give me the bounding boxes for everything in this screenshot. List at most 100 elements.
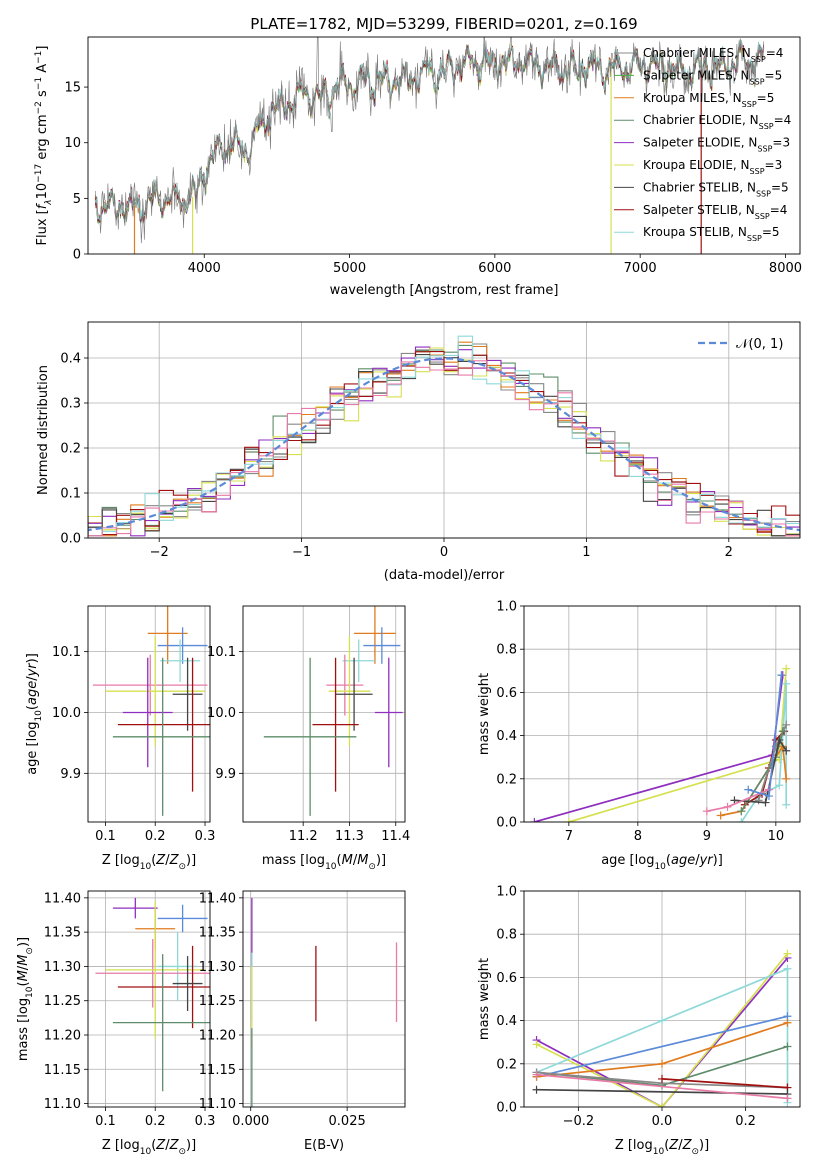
panel-mass_vs_ebv: 0.000 0.025 11.10 11.15 11.20 11.25 11.30 11.35… [199, 890, 406, 1153]
x-tick-label: 10 [768, 829, 785, 844]
mass_vs_Z-plot-area [95, 897, 210, 1092]
x-tick-label: 0.2 [145, 829, 166, 844]
weight-series [532, 1070, 792, 1103]
x-tick-label: 8000 [769, 261, 802, 276]
mass_vs_ebv-plot-area [251, 897, 398, 1107]
weight-marker [782, 664, 791, 673]
y-axis-label: mass weight [477, 958, 492, 1040]
legend-entry: Kroupa ELODIE, NSSP=3 [643, 158, 782, 176]
error-bar-point [95, 939, 210, 1008]
x-axis-label: Z [log10(Z/Z⊙)] [102, 853, 196, 872]
axes-frame [87, 890, 211, 1108]
y-tick-label: 0.4 [496, 1014, 517, 1029]
y-tick-label: 9.9 [60, 767, 81, 782]
legend-entry: 𝒩(0, 1) [736, 337, 783, 352]
y-tick-label: 0.0 [60, 532, 81, 547]
y-tick-label: 11.30 [44, 960, 81, 975]
y-tick-label: 10.0 [207, 706, 236, 721]
x-tick-label: 2 [725, 545, 733, 560]
error-bar-point [112, 657, 210, 816]
y-tick-label: 0.8 [496, 643, 517, 658]
x-axis-label: wavelength [Angstrom, rest frame] [330, 283, 559, 298]
weight-marker [783, 1094, 792, 1103]
weight-marker [782, 800, 791, 809]
y-tick-label: 9.9 [215, 767, 236, 782]
weight-marker [702, 807, 711, 816]
weight-line [536, 957, 789, 1107]
axes-frame [523, 890, 801, 1108]
age_vs_Z-plot-area [92, 606, 210, 816]
x-tick-label: 0.000 [232, 1114, 269, 1129]
age_vs_mass-plot-area [263, 606, 403, 816]
y-tick-label: 11.15 [199, 1063, 236, 1078]
legend-entry: Chabrier MILES, NSSP=4 [643, 46, 783, 64]
observed-spectrum-line [95, 37, 764, 244]
y-axis-label: Normed distribution [36, 365, 51, 495]
error-bar-point [263, 657, 357, 816]
error-bar-point [112, 897, 158, 919]
x-tick-label: 1 [582, 545, 590, 560]
y-tick-label: 10.1 [52, 645, 81, 660]
x-tick-label: −1 [292, 545, 311, 560]
error-bar-point [147, 606, 188, 664]
y-tick-label: 11.20 [199, 1029, 236, 1044]
legend-entry: Chabrier ELODIE, NSSP=4 [643, 113, 791, 131]
y-tick-label: 11.40 [44, 891, 81, 906]
y-tick-label: 0.2 [496, 772, 517, 787]
y-tick-label: 0.6 [496, 971, 517, 986]
weight-marker [716, 811, 725, 820]
x-tick-label: 0.1 [95, 829, 116, 844]
weight-marker [532, 1040, 541, 1049]
y-tick-label: 1.0 [496, 885, 517, 900]
y-tick-label: 10.1 [207, 645, 236, 660]
weight-marker [778, 727, 787, 736]
y-tick-label: 11.10 [44, 1097, 81, 1112]
error-bar-point [326, 654, 364, 716]
x-tick-label: 6000 [478, 261, 511, 276]
spectrum-plot-area [94, 37, 765, 254]
legend-entry: Chabrier STELIB, NSSP=5 [643, 180, 789, 198]
y-tick-label: 10 [64, 136, 81, 151]
y-tick-label: 11.10 [199, 1097, 236, 1112]
weight-marker [658, 1016, 666, 1025]
y-tick-label: 1.0 [496, 600, 517, 615]
x-tick-label: 11.2 [289, 829, 318, 844]
x-axis-label: (data-model)/error [384, 568, 505, 583]
y-tick-label: 11.40 [199, 891, 236, 906]
weight-marker [783, 1042, 792, 1051]
figure-title: PLATE=1782, MJD=53299, FIBERID=0201, z=0… [250, 15, 637, 33]
y-tick-label: 11.15 [44, 1063, 81, 1078]
panel-mass_vs_Z: 0.1 0.2 0.3 11.10 11.15 11.20 11.25 11.30 11.35 1… [16, 890, 215, 1157]
weight-marker [658, 1103, 666, 1107]
weight_vs_age-plot-area [530, 664, 791, 822]
y-axis-label: Flux [fλ10−17 erg cm−2 s−1 A−1] [34, 46, 54, 246]
weight-marker [530, 818, 539, 822]
x-tick-label: 0.3 [195, 829, 216, 844]
model-spectrum-line [94, 40, 765, 221]
weight-marker [782, 720, 791, 729]
error-bar-point [363, 627, 401, 664]
error-bar-point [374, 657, 403, 768]
y-tick-label: 0.1 [60, 487, 81, 502]
y-tick-label: 0.0 [496, 816, 517, 831]
error-bar-point [105, 636, 206, 746]
weight-marker [764, 792, 773, 801]
weight-marker [782, 679, 791, 688]
weight-marker [777, 671, 786, 680]
axes-frame [87, 321, 801, 539]
x-axis-label: E(B-V) [304, 1138, 344, 1153]
weight-marker [730, 796, 739, 805]
y-tick-label: 11.35 [199, 926, 236, 941]
legend-entry: Kroupa STELIB, NSSP=5 [643, 225, 780, 243]
y-tick-label: 11.25 [44, 994, 81, 1009]
axes-frame [87, 605, 211, 823]
y-tick-label: 10.0 [52, 706, 81, 721]
x-tick-label: 0.025 [329, 1114, 366, 1129]
error-bar-point [157, 627, 208, 664]
x-tick-label: 8 [634, 829, 642, 844]
weight-marker [737, 818, 746, 822]
weight-marker [564, 818, 573, 822]
weight-line [536, 967, 789, 1103]
panel-spectrum: 4000 5000 6000 7000 8000 0 5 10 15 Chabrier MILES… [34, 36, 802, 298]
